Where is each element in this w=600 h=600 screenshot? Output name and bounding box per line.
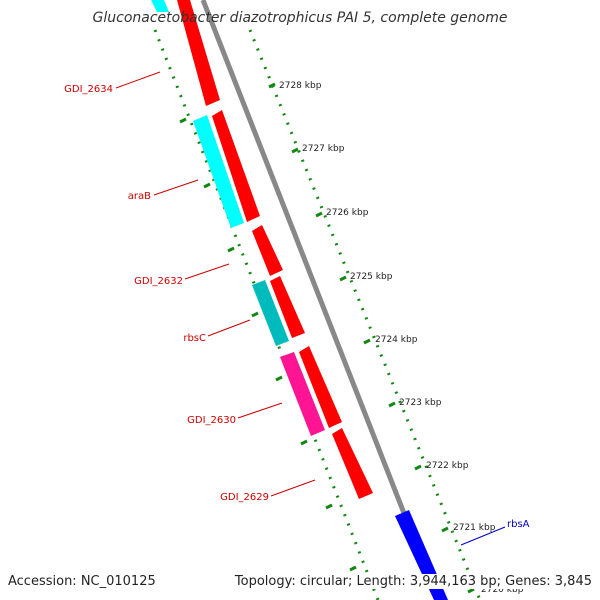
inner-dotted-line — [153, 29, 380, 600]
minor-tick — [275, 375, 283, 382]
label-leader-line — [237, 402, 283, 419]
gene-feature-gdi-2631 — [270, 276, 305, 338]
gene-label-gdi-2630: GDI_2630 — [187, 415, 236, 426]
gene-feature-gdi-2629 — [332, 428, 373, 499]
ruler-tick-label: 2722 kbp — [426, 461, 469, 471]
label-leader-line — [153, 179, 199, 196]
gene-feature-reverse-top — [151, 0, 169, 12]
gene-feature-rbsc — [252, 280, 289, 346]
ruler-tick-label: 2721 kbp — [453, 523, 496, 533]
ruler-ticks: 2728 kbp 2727 kbp 2726 kbp 2725 kbp 2724… — [179, 81, 524, 595]
gene-label-arab: araB — [128, 191, 151, 202]
label-leader-line — [184, 263, 230, 280]
gene-feature-arab — [193, 115, 244, 228]
ruler-tick — [291, 147, 299, 154]
ruler-tick-label: 2727 kbp — [302, 144, 345, 154]
ruler-tick-label: 2725 kbp — [350, 272, 393, 282]
gene-feature-gdi-2633 — [212, 110, 260, 222]
minor-tick — [179, 117, 187, 124]
gene-label-gdi-2634: GDI_2634 — [64, 84, 113, 95]
minor-tick — [251, 311, 259, 318]
ruler-tick-label: 2720 kbp — [481, 585, 524, 595]
ruler-tick — [414, 464, 422, 471]
gene-labels: GDI_2634 araB GDI_2632 rbsC GDI_2630 GDI… — [64, 71, 530, 546]
backbone — [200, 0, 441, 600]
ruler-tick — [339, 275, 347, 282]
gene-label-gdi-2632: GDI_2632 — [134, 276, 183, 287]
ruler-tick — [467, 587, 475, 594]
minor-tick — [227, 246, 235, 253]
label-leader-line — [460, 526, 506, 546]
accession-label: Accession: NC_010125 — [8, 574, 156, 589]
inner-tick-ring — [153, 29, 380, 600]
ruler-tick-label: 2723 kbp — [399, 398, 442, 408]
minor-tick — [203, 182, 211, 189]
gene-label-gdi-2629: GDI_2629 — [220, 492, 269, 503]
label-leader-line — [207, 319, 251, 337]
gene-label-rbsa: rbsA — [507, 519, 530, 530]
ruler-tick — [441, 526, 449, 533]
gene-features — [151, 0, 448, 600]
gene-feature-gdi-2630b — [299, 346, 342, 428]
ruler-tick — [315, 211, 323, 218]
ruler-tick-label: 2724 kbp — [375, 335, 418, 345]
map-title: Gluconacetobacter diazotrophicus PAI 5, … — [92, 10, 508, 26]
ruler-tick — [388, 401, 396, 408]
minor-tick — [349, 565, 357, 572]
minor-tick — [325, 503, 333, 510]
ruler-tick — [268, 82, 276, 89]
ruler-tick-label: 2728 kbp — [279, 81, 322, 91]
ruler-tick-label: 2726 kbp — [326, 208, 369, 218]
label-leader-line — [270, 479, 316, 497]
gene-feature-gdi-2634 — [177, 0, 220, 106]
gene-feature-gdi-2630 — [280, 352, 325, 436]
gene-label-rbsc: rbsC — [183, 333, 206, 344]
label-leader-line — [115, 71, 161, 89]
topology-summary: Topology: circular; Length: 3,944,163 bp… — [234, 574, 592, 589]
gene-feature-gdi-2632 — [252, 225, 283, 276]
backbone-line — [200, 0, 441, 600]
ruler-tick — [363, 338, 371, 345]
minor-tick — [300, 439, 308, 446]
